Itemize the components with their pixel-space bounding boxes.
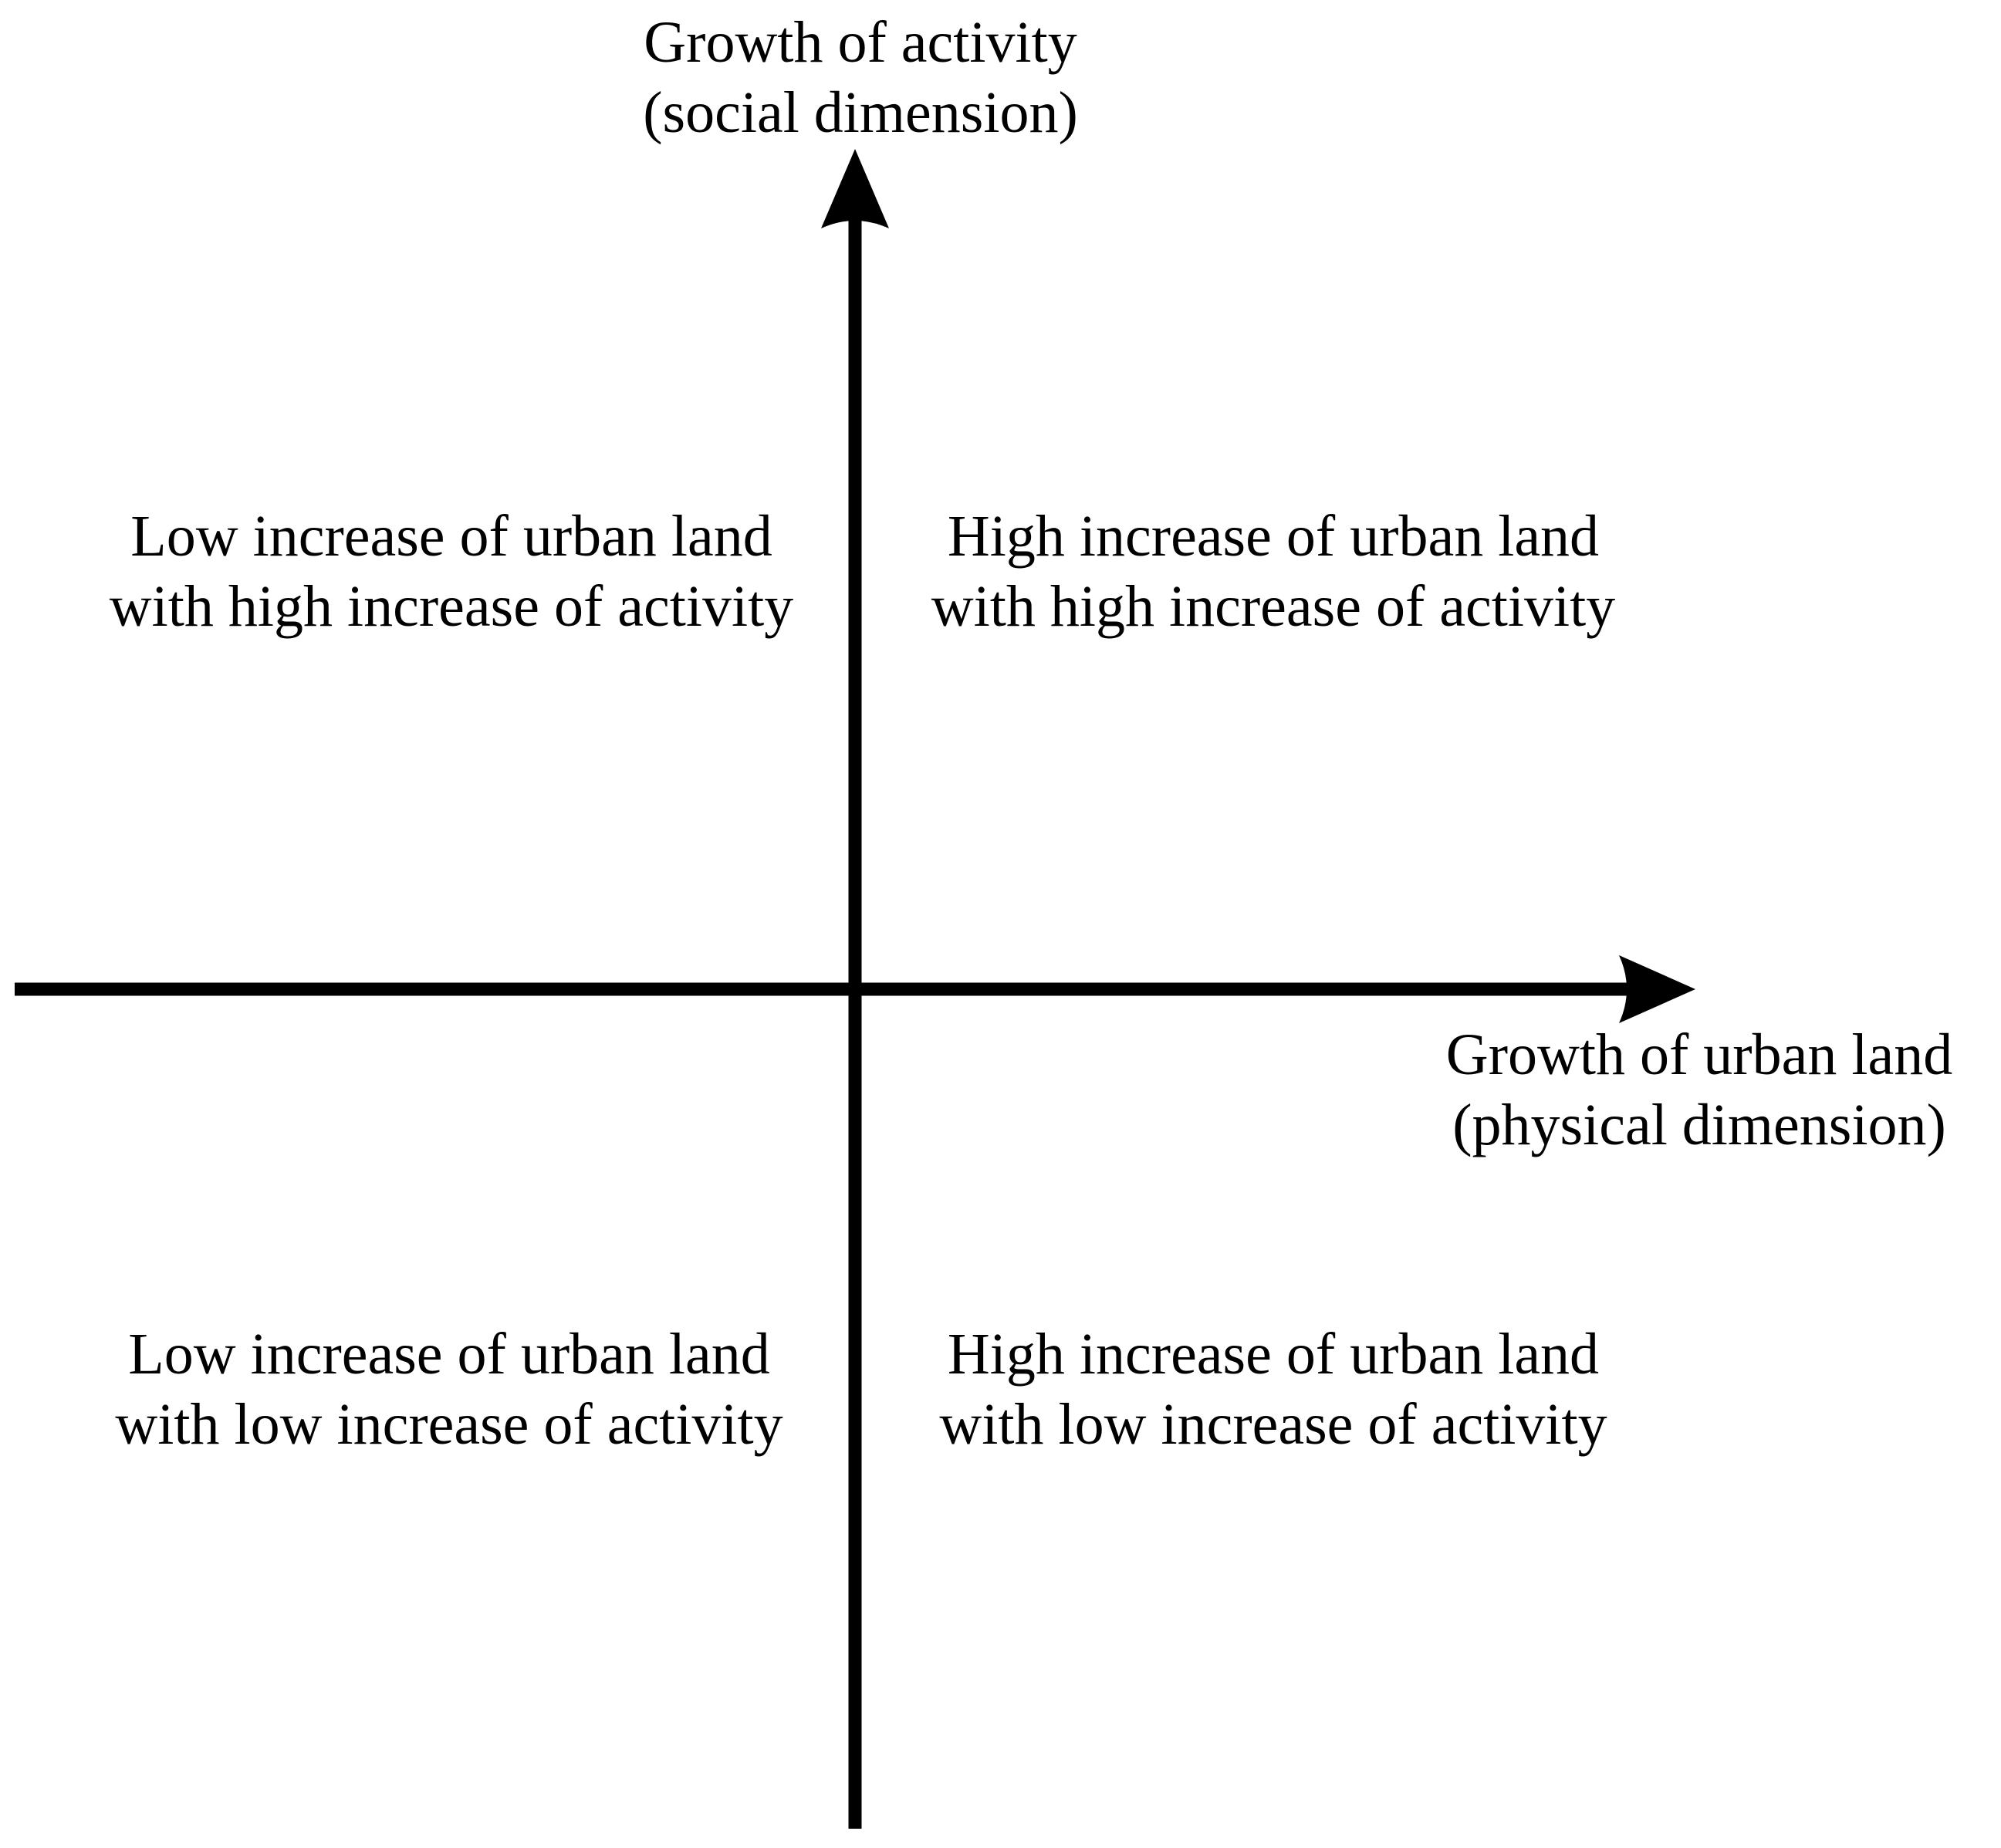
quadrant-label-bottom-right-line2: with low increase of activity bbox=[939, 1392, 1607, 1458]
quadrant-label-top-right-line2: with high increase of activity bbox=[931, 574, 1616, 640]
quadrant-label-bottom-left-line1: Low increase of urban land bbox=[128, 1322, 770, 1387]
quadrant-label-bottom-right: High increase of urban land with low inc… bbox=[939, 1319, 1607, 1460]
x-axis-label-line2: (physical dimension) bbox=[1452, 1093, 1946, 1158]
quadrant-label-bottom-left-line2: with low increase of activity bbox=[115, 1392, 783, 1458]
x-axis-label-line1: Growth of urban land bbox=[1445, 1022, 1953, 1087]
x-axis-label: Growth of urban land (physical dimension… bbox=[1446, 1020, 1952, 1160]
y-axis-label: Growth of activity (social dimension) bbox=[643, 8, 1078, 148]
quadrant-label-top-left-line1: Low increase of urban land bbox=[130, 504, 772, 569]
quadrant-label-bottom-right-line1: High increase of urban land bbox=[947, 1322, 1600, 1387]
quadrant-label-top-left-line2: with high increase of activity bbox=[109, 574, 794, 640]
quadrant-label-bottom-left: Low increase of urban land with low incr… bbox=[115, 1319, 782, 1460]
y-axis-arrowhead-icon bbox=[821, 149, 889, 228]
quadrant-label-top-left: Low increase of urban land with high inc… bbox=[110, 502, 793, 642]
quadrant-label-top-right: High increase of urban land with high in… bbox=[931, 502, 1615, 642]
y-axis-label-line1: Growth of activity bbox=[644, 10, 1077, 75]
y-axis-label-line2: (social dimension) bbox=[643, 80, 1078, 146]
x-axis-arrowhead-icon bbox=[1619, 955, 1695, 1023]
quadrant-label-top-right-line1: High increase of urban land bbox=[947, 504, 1600, 569]
